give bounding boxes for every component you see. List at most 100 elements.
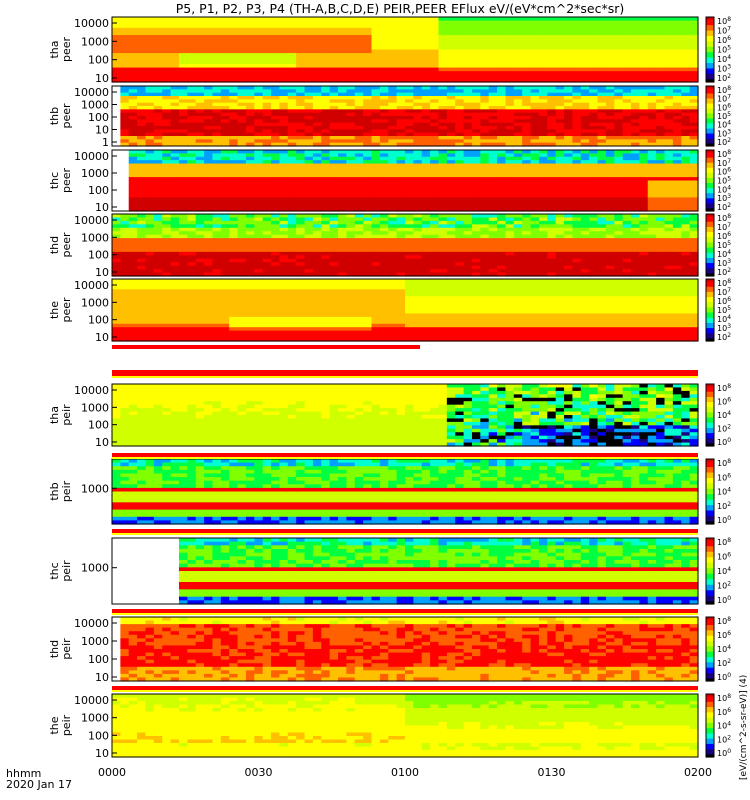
colorbar-segment: [706, 152, 714, 156]
spectrogram-cell: [681, 38, 691, 43]
spectrogram-cell: [170, 56, 180, 61]
spectrogram-cell: [522, 173, 532, 178]
spectrogram-cell: [363, 262, 373, 267]
spectrogram-cell: [572, 119, 582, 124]
spectrogram-cell: [547, 262, 557, 267]
spectrogram-cell: [488, 129, 498, 134]
spectrogram-cell: [304, 204, 314, 209]
spectrogram-cell: [178, 38, 188, 43]
spectrogram-cell: [471, 67, 481, 72]
spectrogram-cell: [530, 56, 540, 61]
spectrogram-cell: [513, 119, 523, 124]
spectrogram-cell: [538, 71, 548, 76]
spectrogram-cell: [605, 238, 615, 243]
spectrogram-cell: [137, 190, 147, 195]
spectrogram-cell: [547, 234, 557, 239]
spectrogram-cell: [405, 119, 414, 124]
spectrogram-cell: [128, 53, 138, 58]
spectrogram-cell: [446, 251, 456, 256]
spectrogram-cell: [262, 234, 272, 239]
spectrogram-cell: [354, 96, 364, 100]
spectrogram-cell: [379, 119, 389, 124]
spectrogram-cell: [312, 45, 322, 51]
spectrogram-cell: [639, 53, 649, 58]
spectrogram-cell: [614, 20, 624, 25]
spectrogram-cell: [145, 204, 155, 209]
spectrogram-cell: [538, 60, 548, 65]
spectrogram-cell: [245, 227, 255, 232]
spectrogram-cell: [287, 153, 297, 158]
spectrogram-cell: [296, 200, 306, 205]
spectrogram-cell: [312, 136, 322, 140]
spectrogram-cell: [312, 116, 322, 120]
spectrogram-cell: [639, 122, 649, 127]
spectrogram-cell: [471, 153, 481, 158]
spectrogram-cell: [296, 255, 306, 260]
spectrogram-cell: [329, 122, 339, 127]
spectrogram-cell: [346, 194, 356, 199]
spectrogram-cell: [170, 31, 180, 36]
spectrogram-cell: [287, 102, 297, 107]
spectrogram-cell: [396, 258, 406, 263]
spectrogram-cell: [656, 24, 666, 29]
spectrogram-cell: [120, 112, 130, 117]
spectrogram-cell: [589, 269, 599, 274]
spectrogram-cell: [363, 45, 373, 51]
spectrogram-cell: [237, 183, 247, 188]
spectrogram-cell: [128, 153, 138, 158]
spectrogram-cell: [287, 163, 297, 168]
spectrogram-cell: [245, 207, 255, 212]
spectrogram-cell: [530, 24, 540, 29]
spectrogram-cell: [605, 231, 615, 236]
spectrogram-cell: [614, 60, 624, 65]
spectrogram-cell: [229, 89, 239, 94]
spectrogram-cell: [471, 265, 481, 270]
spectrogram-cell: [572, 217, 582, 222]
spectrogram-cell: [530, 255, 540, 260]
spectrogram-cell: [128, 96, 138, 100]
spectrogram-cell: [363, 234, 373, 239]
spectrogram-cell: [212, 116, 222, 120]
spectrogram-cell: [522, 170, 532, 175]
spectrogram-cell: [245, 17, 255, 22]
spectrogram-cell: [229, 31, 239, 36]
spectrogram-cell: [480, 224, 490, 229]
spectrogram-cell: [220, 106, 230, 110]
spectrogram-cell: [170, 142, 180, 147]
spectrogram-cell: [279, 132, 289, 137]
spectrogram-cell: [689, 160, 699, 165]
spectrogram-cell: [338, 214, 347, 219]
spectrogram-cell: [271, 150, 281, 154]
spectrogram-cell: [137, 163, 147, 168]
colorbar-segment: [706, 131, 714, 135]
spectrogram-cell: [580, 262, 590, 267]
spectrogram-cell: [446, 248, 456, 253]
spectrogram-cell: [128, 197, 138, 202]
spectrogram-cell: [681, 139, 691, 144]
spectrogram-cell: [162, 122, 172, 127]
spectrogram-cell: [388, 86, 398, 90]
spectrogram-cell: [287, 38, 297, 43]
spectrogram-cell: [522, 265, 532, 270]
spectrogram-cell: [522, 27, 532, 33]
spectrogram-cell: [178, 255, 188, 260]
spectrogram-cell: [505, 102, 515, 107]
spectrogram-cell: [455, 248, 465, 253]
spectrogram-cell: [639, 190, 649, 195]
spectrogram-cell: [338, 49, 347, 54]
spectrogram-cell: [329, 49, 339, 54]
spectrogram-cell: [530, 183, 540, 188]
spectrogram-cell: [262, 258, 272, 263]
spectrogram-cell: [430, 200, 440, 205]
spectrogram-cell: [204, 89, 214, 94]
spectrogram-cell: [287, 56, 297, 61]
spectrogram-cell: [237, 197, 247, 202]
spectrogram-cell: [187, 96, 197, 100]
spectrogram-cell: [112, 272, 121, 277]
spectrogram-cell: [438, 122, 448, 127]
spectrogram-cell: [112, 78, 121, 83]
spectrogram-cell: [463, 272, 473, 277]
spectrogram-cell: [128, 20, 138, 25]
spectrogram-cell: [396, 35, 406, 40]
spectrogram-cell: [430, 248, 440, 253]
